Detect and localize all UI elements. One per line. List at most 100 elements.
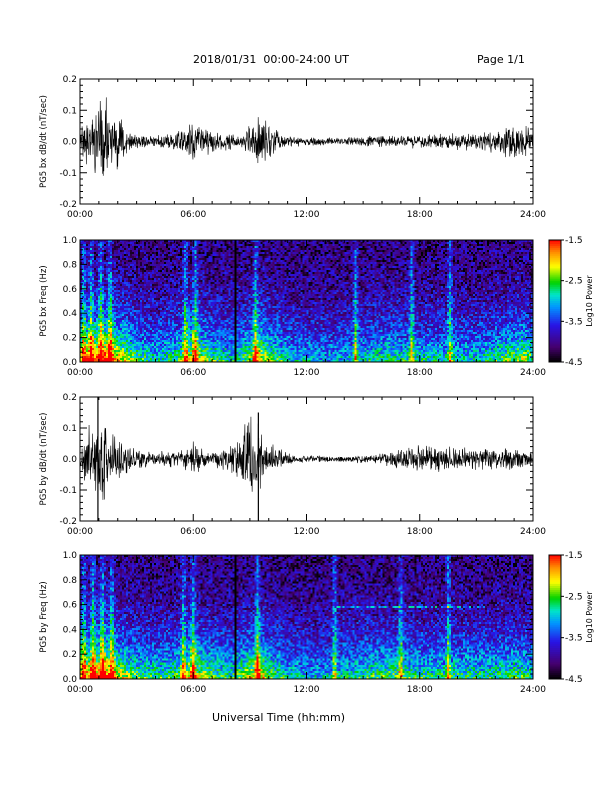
colorbar-step (549, 288, 561, 292)
y-axis-label: PG5 bx Freq (Hz) (39, 265, 49, 336)
plot-frame (79, 78, 534, 205)
colorbar-step (549, 668, 561, 672)
colorbar-step (549, 604, 561, 608)
x-tick-label: 18:00 (407, 685, 433, 695)
x-tick-label: 06:00 (180, 368, 206, 378)
colorbar-step (549, 588, 561, 591)
colorbar-step (549, 571, 561, 575)
colorbar-step (549, 652, 561, 655)
colorbar-step (549, 619, 561, 622)
colorbar-step (549, 557, 561, 560)
colorbar-step (549, 292, 561, 296)
colorbar-step (549, 333, 561, 337)
colorbar-step (549, 579, 561, 583)
colorbar-step (549, 612, 561, 616)
series-line (80, 416, 533, 504)
colorbar-step (549, 264, 561, 267)
colorbar-step (549, 258, 561, 261)
colorbar-step (549, 629, 561, 632)
y-tick-label: 0.0 (63, 358, 78, 368)
colorbar-step (549, 648, 561, 651)
colorbar-frame (548, 239, 562, 363)
colorbar-step (549, 623, 561, 626)
y-tick-label: -0.1 (59, 486, 77, 496)
colorbar-step (549, 592, 561, 595)
y-tick-label: 0.2 (63, 334, 77, 344)
x-tick-label: 06:00 (180, 527, 206, 537)
colorbar-step (549, 359, 561, 363)
colorbar-step (549, 256, 561, 259)
colorbar-step (549, 643, 561, 647)
colorbar-step (549, 662, 561, 666)
colorbar-step (549, 284, 561, 288)
colorbar-tick-label: -1.5 (565, 551, 583, 561)
panel-3-axes: 00:00 06:00 12:00 18:00 24:00 0.2 0.1 0.0 -0.1 -0… (39, 393, 546, 537)
colorbar-step (549, 351, 561, 355)
colorbar-step (549, 248, 561, 251)
y-tick-label: 0.8 (63, 576, 78, 586)
colorbar-step (549, 345, 561, 349)
colorbar-step (549, 610, 561, 614)
colorbar-step (549, 561, 561, 564)
colorbar-step (549, 278, 561, 282)
plot-frame (79, 396, 534, 522)
colorbar-step (549, 301, 561, 304)
colorbar-tick-label: -3.5 (565, 317, 583, 327)
spectrogram (80, 240, 533, 362)
colorbar-step (549, 286, 561, 290)
x-tick-label: 00:00 (67, 527, 93, 537)
colorbar-step (549, 353, 561, 357)
y-tick-label: 0.2 (63, 650, 77, 660)
colorbar-step (549, 298, 561, 302)
colorbar-step (549, 600, 561, 604)
colorbar-step (549, 270, 561, 274)
colorbar-step (549, 583, 561, 587)
y-tick-label: 1.0 (63, 236, 78, 246)
colorbar-step (549, 637, 561, 641)
colorbar-step (549, 676, 561, 680)
y-tick-label: -0.2 (59, 517, 77, 527)
colorbar-step (549, 355, 561, 359)
colorbar-step (549, 621, 561, 624)
x-tick-label: 00:00 (67, 368, 93, 378)
colorbar-step (549, 672, 561, 676)
colorbar-tick-label: -4.5 (565, 675, 583, 685)
x-tick-label: 06:00 (180, 685, 206, 695)
colorbar-step (549, 242, 561, 245)
colorbar-step (549, 664, 561, 668)
x-tick-label: 12:00 (294, 527, 320, 537)
colorbar-step (549, 303, 561, 306)
colorbar-step (549, 563, 561, 566)
colorbar-label: Log10 Power (585, 275, 594, 327)
colorbar-step (549, 606, 561, 610)
colorbar-step (549, 639, 561, 643)
colorbar-step (549, 339, 561, 343)
x-tick-label: 24:00 (520, 368, 546, 378)
colorbar-step (549, 327, 561, 330)
plot-frame (79, 239, 534, 363)
x-tick-label: 12:00 (294, 210, 320, 220)
colorbar-step (549, 317, 561, 320)
colorbar-2: -1.5 -2.5 -3.5 -4.5 Log10 Power (548, 236, 594, 368)
panel-4-axes: 00:00 06:00 12:00 18:00 24:00 1.0 0.8 0.6 0.4 0.2… (39, 551, 546, 695)
colorbar-step (549, 565, 561, 568)
series-line (80, 97, 533, 176)
y-axis-label: PG5 by Freq (Hz) (39, 581, 49, 652)
plot-title: 2018/01/31 00:00-24:00 UT (193, 53, 350, 66)
x-tick-label: 12:00 (294, 685, 320, 695)
colorbar-4: -1.5 -2.5 -3.5 -4.5 Log10 Power (548, 551, 594, 685)
colorbar-step (549, 305, 561, 308)
colorbar-step (549, 602, 561, 606)
colorbar-step (549, 307, 561, 310)
colorbar-step (549, 631, 561, 635)
colorbar-step (549, 614, 561, 618)
y-tick-label: 0.4 (63, 309, 78, 319)
panel-1-axes: 00:00 06:00 12:00 18:00 24:00 0.2 0.1 0.0 -0.1 -0… (39, 75, 546, 220)
colorbar-step (549, 617, 561, 620)
y-tick-label: 0.2 (63, 75, 77, 85)
colorbar-step (549, 315, 561, 318)
colorbar-step (549, 569, 561, 573)
colorbar-step (549, 658, 561, 661)
colorbar-step (549, 590, 561, 593)
colorbar-step (549, 555, 561, 558)
